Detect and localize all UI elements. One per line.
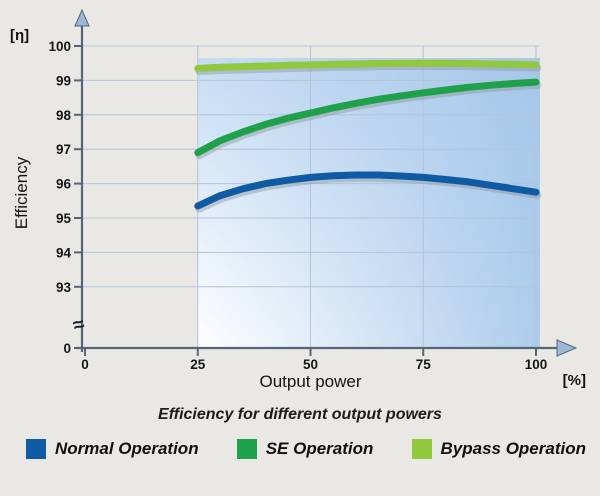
legend-label: Normal Operation	[55, 439, 199, 458]
y-axis-break-symbol: ≈	[70, 313, 87, 337]
legend-swatch	[236, 439, 257, 459]
y-axis-unit: [η]	[10, 27, 30, 44]
curve-se-operation	[194, 78, 540, 157]
x-tick-label: 0	[81, 357, 89, 372]
x-tick-label: 50	[303, 357, 318, 372]
curve-bypass-operation	[194, 59, 540, 72]
plot-area: ≈0 93 94 95 96 97 98 99 100 0 25 50 75 100	[48, 8, 578, 372]
x-axis-unit: [%]	[562, 372, 586, 389]
y-tick-label: 0	[63, 341, 71, 356]
x-tick-label: 100	[525, 357, 548, 372]
axes	[76, 24, 560, 352]
y-tick-label: 93	[56, 280, 72, 295]
tick-labels: 0 93 94 95 96 97 98 99 100 0 25 50 75 100	[48, 39, 547, 372]
tick-marks	[74, 45, 537, 356]
x-axis-arrow	[556, 339, 578, 357]
x-tick-label: 25	[190, 357, 206, 372]
legend-label: Bypass Operation	[440, 439, 587, 458]
legend-item: Normal Operation	[26, 439, 199, 459]
plot-band-tint	[197, 58, 540, 348]
y-axis-arrow	[74, 8, 90, 27]
x-axis-label: Output power	[259, 372, 362, 391]
curve-normal-operation	[194, 171, 540, 210]
legend: Normal Operation SE Operation Bypass Opera…	[26, 439, 586, 459]
y-tick-label: 94	[56, 245, 72, 260]
y-tick-label: 99	[56, 73, 71, 88]
legend-swatch	[26, 439, 46, 459]
y-tick-label: 98	[56, 108, 72, 123]
y-tick-label: 95	[56, 211, 72, 226]
gridlines	[82, 45, 540, 348]
legend-swatch	[411, 439, 432, 459]
legend-item: SE Operation	[236, 439, 374, 459]
y-tick-label: 97	[56, 142, 71, 157]
y-tick-label: 100	[48, 39, 71, 54]
chart-caption: Efficiency for different output powers	[158, 406, 442, 423]
x-tick-label: 75	[416, 357, 432, 372]
legend-item: Bypass Operation	[411, 439, 587, 459]
legend-label: SE Operation	[265, 439, 374, 458]
y-tick-label: 96	[56, 177, 72, 192]
